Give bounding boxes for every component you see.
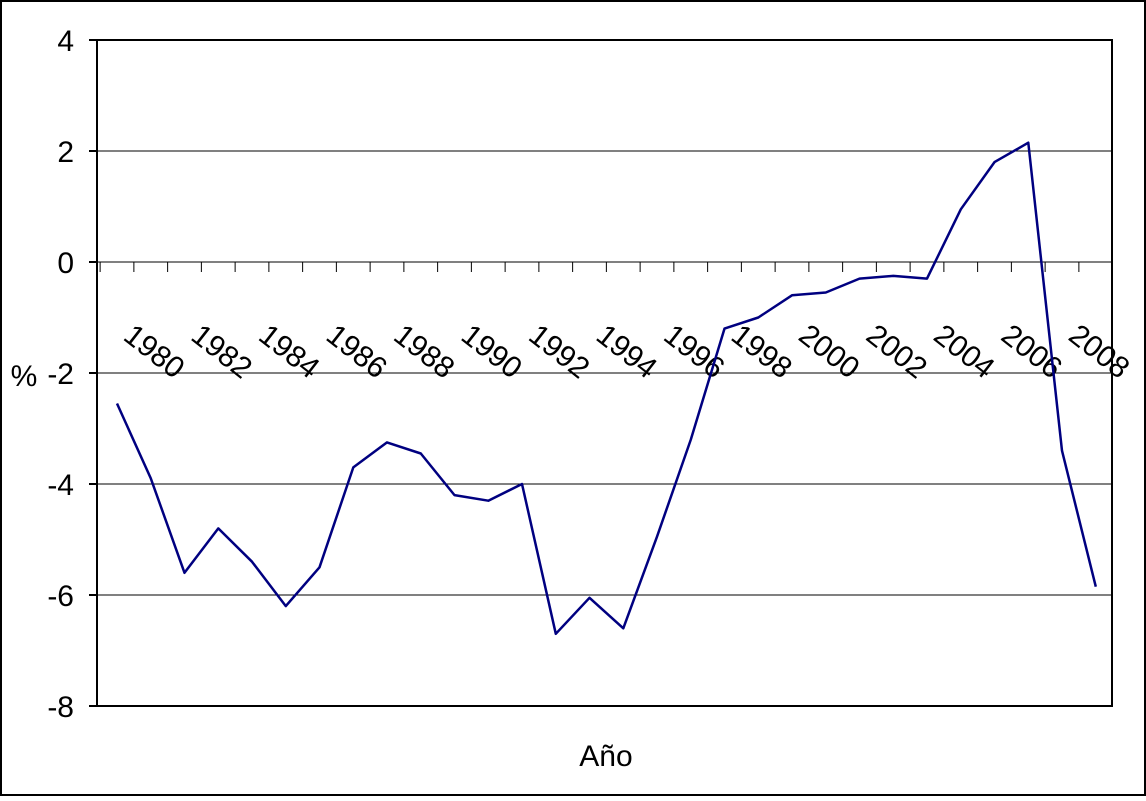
y-tick-label: 0: [57, 247, 74, 280]
y-tick-label: -2: [47, 358, 74, 391]
y-tick-label: -4: [47, 469, 74, 502]
y-tick-label: 2: [57, 136, 74, 169]
x-axis-label: Año: [579, 740, 632, 773]
y-tick-label: -6: [47, 580, 74, 613]
y-tick-label: -8: [47, 691, 74, 724]
y-axis: 4 2 0 -2 -4 -6 -8: [47, 25, 97, 724]
series-layer: [115, 141, 1098, 636]
gridlines: [97, 150, 1112, 596]
y-tick-label: 4: [57, 25, 74, 58]
y-axis-label: %: [11, 360, 38, 393]
series-line: [115, 141, 1098, 636]
